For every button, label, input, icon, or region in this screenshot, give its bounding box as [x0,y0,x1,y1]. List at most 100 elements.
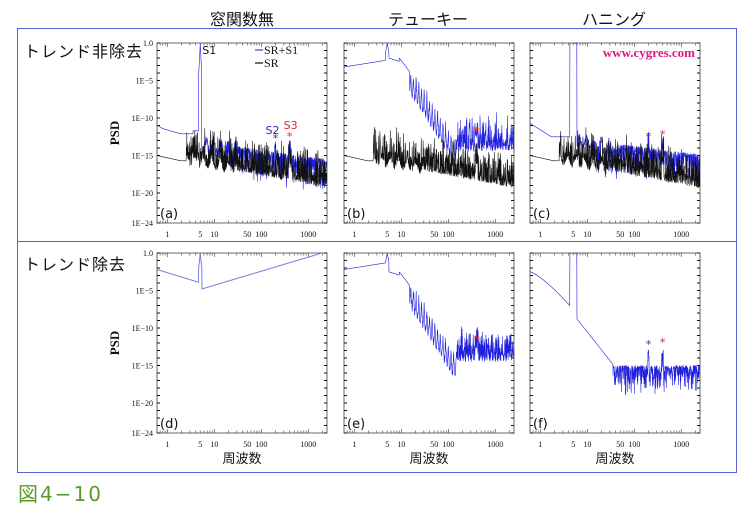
column-title-tukey: テューキー [387,10,468,29]
y-tick-label: 1E−5 [136,287,153,296]
x-tick-label: 1000 [487,230,503,239]
x-tick-label: 1 [165,230,169,239]
panel-f: 1 5 10 50 100 1000 周波数 * * (f) [529,252,701,467]
panel-tag: (e) [347,417,365,432]
x-tick-label: 100 [628,230,640,239]
y-tick-label: 1E−15 [132,362,153,371]
x-tick-label: 1 [165,440,169,449]
y-tick-label: 1E−24 [132,429,153,438]
figure-frame [17,28,737,473]
y-tick-label: 1E−15 [132,152,153,161]
y-axis-label: PSD [107,121,122,146]
row-label-no-detrend: トレンド非除去 [24,42,144,61]
y-tick-label: 1E−24 [132,219,153,228]
marker-s2: * [646,338,652,351]
x-tick-label: 1 [538,440,542,449]
series-group [157,253,324,290]
y-tick-label: 1E−5 [136,77,153,86]
x-tick-label: 100 [255,440,267,449]
series-group [530,43,700,189]
panel-tag: (a) [160,207,178,222]
x-tick-label: 100 [255,230,267,239]
x-tick-label: 10 [210,440,218,449]
marker-s3: * [474,333,480,346]
x-tick-label: 5 [198,230,202,239]
x-tick-label: 10 [210,230,218,239]
x-tick-label: 100 [442,230,454,239]
row-divider [17,241,737,242]
series-line-sr-s1 [157,253,324,290]
series-line-sr-s1 [344,43,514,167]
series-line-sr [530,127,700,188]
x-tick-label: 50 [243,230,251,239]
y-tick-label: 1.0 [143,249,153,258]
panel-a: 1 5 10 50 100 1000 1.0 1E−5 1E−10 1E−15 1E−20 1E−24… [107,39,328,239]
y-tick-label: 1.0 [143,39,153,48]
x-tick-label: 1 [538,230,542,239]
annotation-s2: S2 [265,124,279,137]
x-tick-label: 1000 [673,230,689,239]
y-tick-label: 1E−20 [132,189,153,198]
panel-c: 1 5 10 50 100 1000 * * (c) www.cygres.com [529,42,701,239]
x-tick-label: 1000 [673,440,689,449]
y-tick-label: 1E−10 [132,324,153,333]
x-tick-label: 50 [430,230,438,239]
legend-label: SR [264,56,279,70]
plot-area [156,252,328,434]
x-axis-label: 周波数 [409,452,448,467]
marker-s3: * [287,130,293,143]
x-axis-label: 周波数 [222,452,261,467]
x-tick-label: 50 [616,230,624,239]
x-tick-label: 5 [571,440,575,449]
series-group [344,43,514,188]
column-title-no-window: 窓関数無 [209,10,274,29]
watermark-text: www.cygres.com [603,45,695,60]
series-line-sr-s1 [530,253,700,396]
panel-tag: (c) [533,207,550,222]
marker-s3: * [660,336,666,349]
legend-label: SR+S1 [264,43,298,57]
series-line-sr-s1 [344,253,514,376]
annotation-s3: S3 [284,119,298,132]
x-tick-label: 10 [583,440,591,449]
x-tick-label: 100 [442,440,454,449]
panel-b: 1 5 10 50 100 1000 * (b) [343,42,515,239]
panel-d: 1 5 10 50 100 1000 1.0 1E−5 1E−10 1E−15 1E−20 1E−24… [107,249,328,467]
x-tick-label: 1000 [487,440,503,449]
x-axis-label: 周波数 [595,452,634,467]
series-group [344,253,514,376]
x-tick-label: 50 [243,440,251,449]
x-tick-label: 10 [397,230,405,239]
x-tick-label: 100 [628,440,640,449]
panel-tag: (d) [160,417,178,432]
x-tick-label: 5 [198,440,202,449]
marker-s3: * [474,125,480,138]
plot-area [156,42,328,224]
x-tick-label: 10 [397,440,405,449]
panel-tag: (b) [347,207,365,222]
marker-s2: * [646,130,652,143]
marker-s2: * [273,132,279,145]
marker-s3: * [660,128,666,141]
y-axis-label: PSD [107,331,122,356]
x-tick-label: 5 [385,440,389,449]
x-tick-label: 50 [616,440,624,449]
x-tick-label: 1 [352,230,356,239]
plot-area [529,252,701,434]
panel-tag: (f) [533,417,548,432]
x-tick-label: 1 [352,440,356,449]
series-line-sr [157,128,327,187]
x-tick-label: 5 [571,230,575,239]
series-group [530,253,700,396]
x-tick-label: 10 [583,230,591,239]
column-title-hanning: ハニング [581,10,646,29]
row-label-detrend: トレンド除去 [24,255,127,274]
x-tick-label: 1000 [300,440,316,449]
series-group [157,43,327,190]
y-tick-label: 1E−20 [132,399,153,408]
y-tick-label: 1E−10 [132,114,153,123]
plot-area [529,42,701,224]
series-line-sr [344,127,514,188]
panel-e: 1 5 10 50 100 1000 周波数 * (e) [343,252,515,467]
